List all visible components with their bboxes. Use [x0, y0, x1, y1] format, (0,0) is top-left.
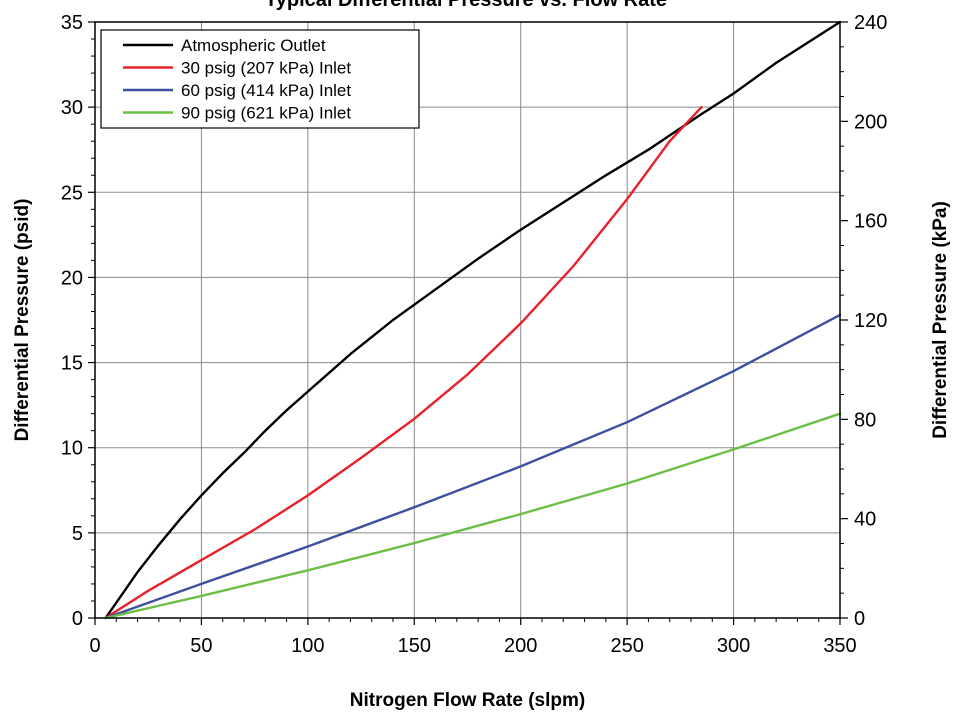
y2-tick-label: 80 [854, 409, 876, 431]
x-tick-label: 150 [398, 635, 431, 657]
y2-tick-label: 40 [854, 509, 876, 531]
series-line-1 [104, 20, 842, 620]
y2-tick-label: 0 [854, 608, 865, 630]
legend-label-2: 30 psig (207 kPa) Inlet [181, 59, 351, 78]
y-tick-label: 35 [61, 12, 83, 34]
y-tick-label: 15 [61, 353, 83, 375]
series-line-4 [104, 412, 842, 620]
y-tick-label: 5 [72, 523, 83, 545]
y2-tick-label: 120 [854, 310, 887, 332]
x-tick-label: 300 [717, 635, 750, 657]
y-tick-label: 0 [72, 608, 83, 630]
x-tick-label: 350 [823, 635, 856, 657]
y2-axis-title: Differential Pressure (kPa) [930, 201, 951, 439]
y-tick-label: 10 [61, 438, 83, 460]
y2-tick-label: 200 [854, 111, 887, 133]
legend-label-1: Atmospheric Outlet [181, 36, 326, 55]
legend-label-4: 90 psig (621 kPa) Inlet [181, 104, 351, 123]
y-tick-label: 25 [61, 182, 83, 204]
y-axis-title: Differential Pressure (psid) [12, 199, 33, 442]
chart-title: Typical Differential Pressure vs. Flow R… [265, 0, 667, 11]
y-tick-label: 30 [61, 97, 83, 119]
series-line-2 [104, 105, 703, 620]
series-line-3 [104, 313, 842, 620]
x-tick-label: 0 [89, 635, 100, 657]
x-tick-label: 200 [504, 635, 537, 657]
x-tick-label: 100 [291, 635, 324, 657]
x-tick-label: 50 [190, 635, 212, 657]
x-axis-title: Nitrogen Flow Rate (slpm) [350, 690, 585, 711]
ticks: 0 50 100 150 200 250 300 3500510152025303504080… [61, 12, 888, 657]
legend: Atmospheric Outlet 30 psig (207 kPa) Inle… [100, 29, 420, 129]
x-tick-label: 250 [610, 635, 643, 657]
legend-label-3: 60 psig (414 kPa) Inlet [181, 81, 351, 100]
y2-tick-label: 240 [854, 12, 887, 34]
series-layer [104, 20, 842, 620]
y2-tick-label: 160 [854, 211, 887, 233]
y-tick-label: 20 [61, 267, 83, 289]
